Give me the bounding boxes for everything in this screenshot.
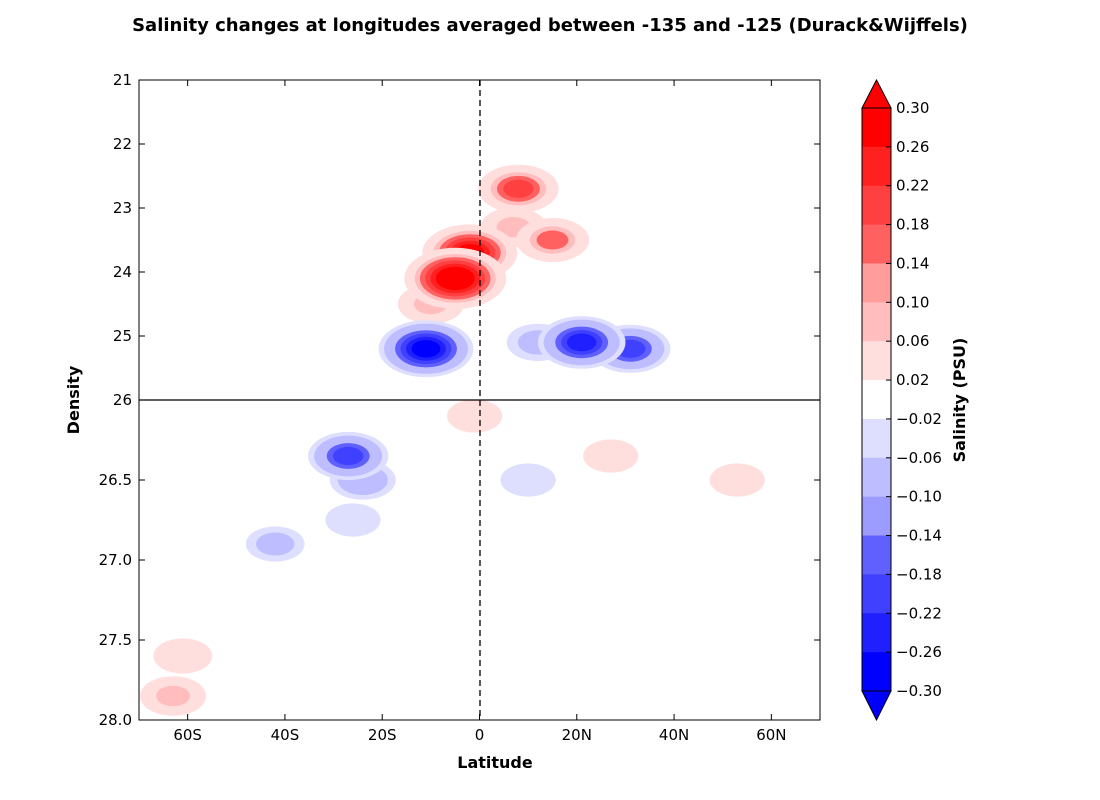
colorbar-segment-3	[862, 224, 891, 265]
colorbar-tick-label: −0.02	[896, 410, 942, 428]
contour-band-14-5	[503, 179, 534, 198]
colorbar-tick-label: 0.14	[896, 254, 929, 272]
y-tick-label: 21	[113, 71, 132, 89]
y-tick-label: 22	[113, 135, 132, 153]
colorbar-tick-label: 0.26	[896, 138, 929, 156]
colorbar-tick-label: 0.02	[896, 371, 929, 389]
contour-band-11-3	[156, 685, 191, 707]
x-tick-label: 20N	[562, 726, 592, 744]
colorbar-segment-2	[862, 185, 891, 226]
colorbar-frame	[861, 107, 892, 692]
y-axis-label: Density	[64, 365, 83, 434]
colorbar-tick-label: 0.18	[896, 216, 929, 234]
colorbar-segment-4	[862, 263, 891, 303]
contour-band-4-1	[447, 399, 503, 433]
colorbar-tick-label: −0.10	[896, 488, 942, 506]
colorbar-segment-11	[862, 535, 891, 575]
colorbar-segment-12	[862, 574, 891, 614]
colorbar-tick-label: −0.14	[896, 527, 942, 545]
x-tick-label: 40S	[271, 726, 300, 744]
colorbar-tick-label: 0.30	[896, 99, 929, 117]
contour-band-12-4	[536, 230, 569, 250]
colorbar-label: Salinity (PSU)	[950, 338, 969, 463]
contour-band-18-7	[411, 340, 441, 358]
contour-band-0-1	[325, 503, 381, 537]
contour-band-13-5	[333, 446, 364, 466]
colorbar-tick-label: 0.06	[896, 332, 929, 350]
x-tick-label: 60N	[756, 726, 786, 744]
colorbar-segment-8	[862, 418, 891, 459]
colorbar-tick-label: −0.22	[896, 604, 942, 622]
contour-band-1-1	[500, 463, 556, 497]
y-tick-label: 27.5	[99, 631, 132, 649]
x-tick-label: 40N	[659, 726, 689, 744]
y-tick-label: 24	[113, 263, 132, 281]
x-axis-ticks: 60S 40S 20S 0 20N 40N 60N	[173, 80, 787, 744]
colorbar-tick-label: −0.18	[896, 565, 942, 583]
contour-band-5-2	[256, 532, 295, 556]
contour-field	[140, 164, 765, 716]
x-tick-label: 60S	[173, 726, 202, 744]
y-axis-ticks: 21 22 23 24 25 26 26.5 27.0 27.5 28.0	[99, 71, 820, 729]
colorbar-segment-6	[862, 341, 891, 381]
colorbar-segment-9	[862, 457, 891, 498]
contour-band-16-6	[566, 333, 597, 352]
colorbar-tick-label: −0.26	[896, 643, 942, 661]
contour-band-3-1	[709, 463, 765, 497]
y-tick-label: 25	[113, 327, 132, 345]
colorbar-segment-0	[862, 108, 891, 148]
colorbar-extend-low	[861, 690, 892, 722]
x-tick-label: 0	[475, 726, 485, 744]
x-axis-label: Latitude	[457, 753, 533, 772]
y-tick-label: 27.0	[99, 551, 132, 569]
colorbar-tick-label: 0.10	[896, 293, 929, 311]
colorbar-segment-1	[862, 146, 891, 187]
contour-band-6-2	[163, 644, 202, 668]
colorbar-segment-7	[862, 380, 891, 420]
contour-band-2-1	[583, 439, 639, 473]
contour-band-19-8	[440, 269, 470, 287]
y-tick-label: 28.0	[99, 711, 132, 729]
y-tick-label: 26	[113, 391, 132, 409]
colorbar-segment-10	[862, 496, 891, 537]
colorbar-tick-label: 0.22	[896, 177, 929, 195]
colorbar-segment-14	[862, 652, 891, 692]
chart-title: Salinity changes at longitudes averaged …	[132, 15, 968, 36]
y-tick-label: 23	[113, 199, 132, 217]
colorbar: 0.30 0.26 0.22 0.18 0.14 0.10 0.06 0.02 −0.02 −0.…	[861, 78, 942, 722]
x-tick-label: 20S	[368, 726, 397, 744]
colorbar-segment-13	[862, 613, 891, 653]
colorbar-tick-label: −0.06	[896, 449, 942, 467]
colorbar-tick-label: −0.30	[896, 682, 942, 700]
colorbar-segment-5	[862, 302, 891, 342]
colorbar-extend-high	[861, 78, 892, 109]
y-tick-label: 26.5	[99, 471, 132, 489]
